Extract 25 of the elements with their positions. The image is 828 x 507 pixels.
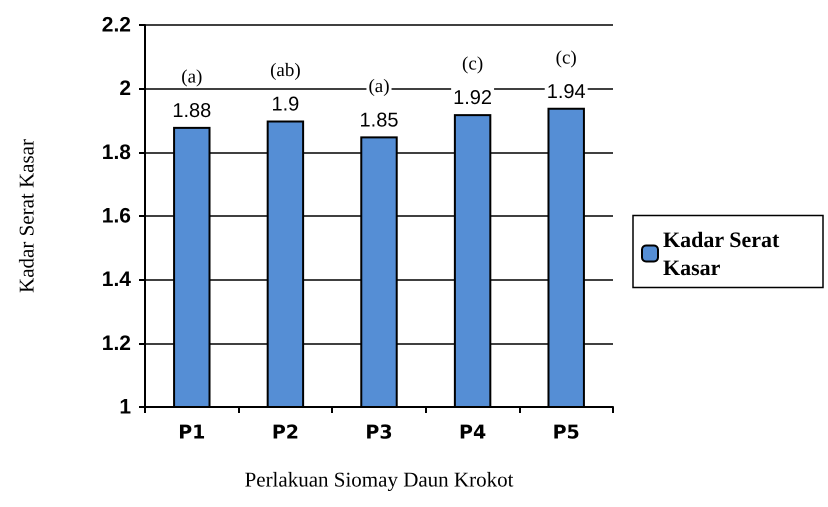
x-axis-title: Perlakuan Siomay Daun Krokot [244,468,514,492]
annotation: (c) [462,54,484,75]
y-tick-label: 1 [119,396,132,418]
annotation: (a) [181,66,202,88]
legend-label: Kadar Serat Kasar [663,227,785,280]
y-axis-title: Kadar Serat Kasar [14,139,38,293]
x-tick-label: P2 [272,422,299,444]
x-tick-label: P5 [552,422,580,444]
x-tick-label: P4 [459,422,486,444]
annotation: (c) [556,47,577,68]
data-label: 1.88 [172,100,212,122]
y-tick-label: 2 [119,77,131,100]
y-tick-label: 1.8 [102,140,132,164]
y-tick-label: 1.6 [102,204,131,228]
x-tick-label: P3 [365,422,393,444]
data-label: 1.94 [546,80,586,103]
annotation: (a) [368,76,390,97]
annotation: (ab) [270,60,301,81]
y-tick-label: 1.4 [102,268,132,292]
data-label: 1.92 [453,87,492,110]
data-label: 1.9 [271,94,300,116]
data-label: 1.85 [360,109,398,132]
y-tick-label: 2.2 [102,14,131,36]
x-tick-label: P1 [178,422,206,444]
y-tick-label: 1.2 [102,332,131,355]
